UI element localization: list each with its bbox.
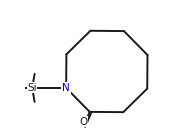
Text: O: O	[79, 117, 88, 127]
Text: Si: Si	[27, 83, 37, 93]
Text: N: N	[62, 83, 70, 93]
